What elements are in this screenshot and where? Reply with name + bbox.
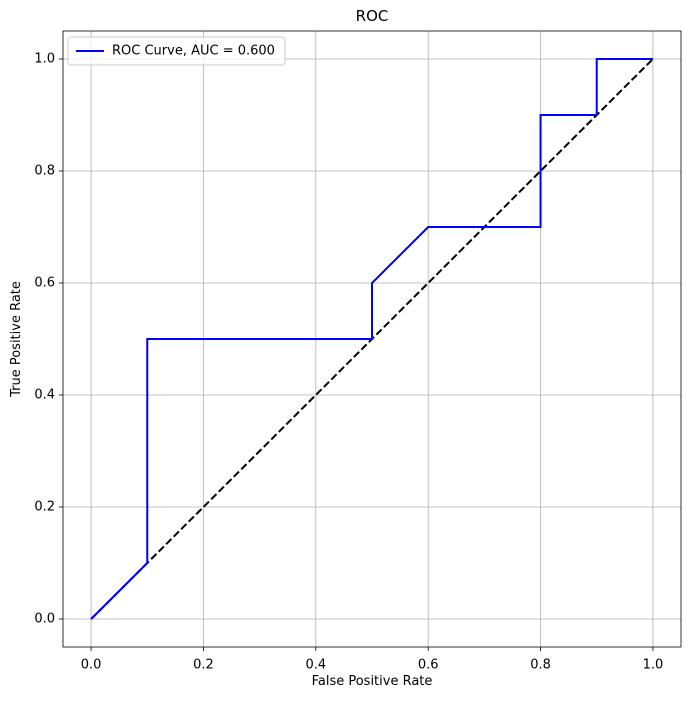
x-tick-label: 0.4 — [305, 658, 326, 673]
x-tick-label: 0.8 — [530, 658, 551, 673]
legend-label: ROC Curve, AUC = 0.600 — [112, 44, 275, 59]
plot-frame — [62, 30, 682, 648]
x-tick-label: 0.2 — [193, 658, 214, 673]
chart-title: ROC — [356, 7, 389, 25]
roc-line — [90, 58, 653, 620]
legend-box — [67, 36, 286, 66]
y-tick-label: 0.4 — [34, 388, 55, 403]
x-tick-label: 1.0 — [643, 658, 664, 673]
y-tick-label: 0.6 — [34, 276, 55, 291]
y-tick-label: 1.0 — [34, 52, 55, 67]
x-axis-label: False Positive Rate — [312, 674, 433, 689]
y-tick-label: 0.0 — [34, 612, 55, 627]
x-tick-label: 0.0 — [81, 658, 102, 673]
legend: ROC Curve, AUC = 0.600 — [67, 36, 286, 66]
x-tick-label: 0.6 — [418, 658, 439, 673]
y-axis-label: True Positive Rate — [9, 281, 24, 398]
y-tick-label: 0.8 — [34, 164, 55, 179]
y-tick-label: 0.2 — [34, 500, 55, 515]
